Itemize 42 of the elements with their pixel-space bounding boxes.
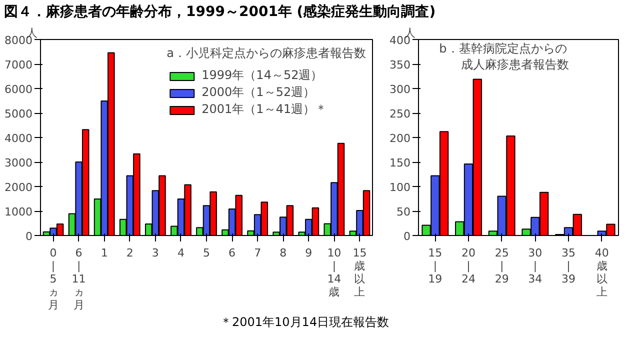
y-tick-label: 200 [390,132,411,145]
x-tick-label: 7 [254,246,262,260]
x-tick-label: 25|29 [494,246,509,286]
y-tick-label: 0 [404,230,410,243]
y-tick-label: 50 [396,206,411,218]
y-tick-label: 7000 [4,58,33,72]
text: b．基幹病院定点からの成人麻疹患者報告数 [439,42,570,72]
x-tick-label: 9 [305,246,312,260]
x-tick-label: 20|24 [462,246,476,286]
x-tick-label: 3 [152,246,159,260]
y-tick-label: 100 [390,181,411,194]
x-tick-label: 2 [126,246,134,260]
legend-title: a．小児科定点からの麻疹患者報告数 [166,45,366,62]
x-tick-label: 15歳以上 [352,246,367,298]
y-tick-label: 350 [390,58,411,72]
x-tick-label: 8 [280,246,287,260]
y-tick-label: 5000 [4,108,33,120]
x-tick-label: 0|5ヵ月 [48,246,59,312]
y-tick-label: 0 [26,230,32,243]
y-tick-label: 4000 [4,132,33,145]
x-tick-label: 35|39 [562,246,576,286]
legend-label: 1999年（14～52週） [202,67,323,84]
y-tick-label: 300 [390,83,411,96]
y-tick-label: 6000 [4,83,33,96]
x-tick-label: 40歳以上 [594,246,609,298]
text: ＊2001年10月14日現在報告数 [220,314,390,331]
y-tick-label: 1000 [4,206,33,218]
x-tick-label: 1 [100,246,108,260]
x-tick-label: 4 [177,246,184,260]
x-tick-label: 5 [203,246,210,260]
x-tick-label: 15|19 [428,246,442,286]
legend-label: 2000年（1～52週） [202,84,316,101]
chart-title: 図４．麻疹患者の年齢分布，1999～2001年 (感染症発生動向調査) [4,2,436,22]
x-tick-label: 10|14歳 [327,246,342,298]
y-tick-label: 2000 [4,181,33,194]
legend-label: 2001年（1～41週）＊ [202,101,328,118]
y-tick-label: 3000 [4,156,33,170]
x-tick-label: 30|34 [528,246,542,286]
y-tick-label: 150 [390,156,411,170]
x-tick-label: 6 [228,246,236,260]
y-tick-label: 250 [390,108,411,120]
x-tick-label: 6|11ヵ月 [72,246,86,312]
